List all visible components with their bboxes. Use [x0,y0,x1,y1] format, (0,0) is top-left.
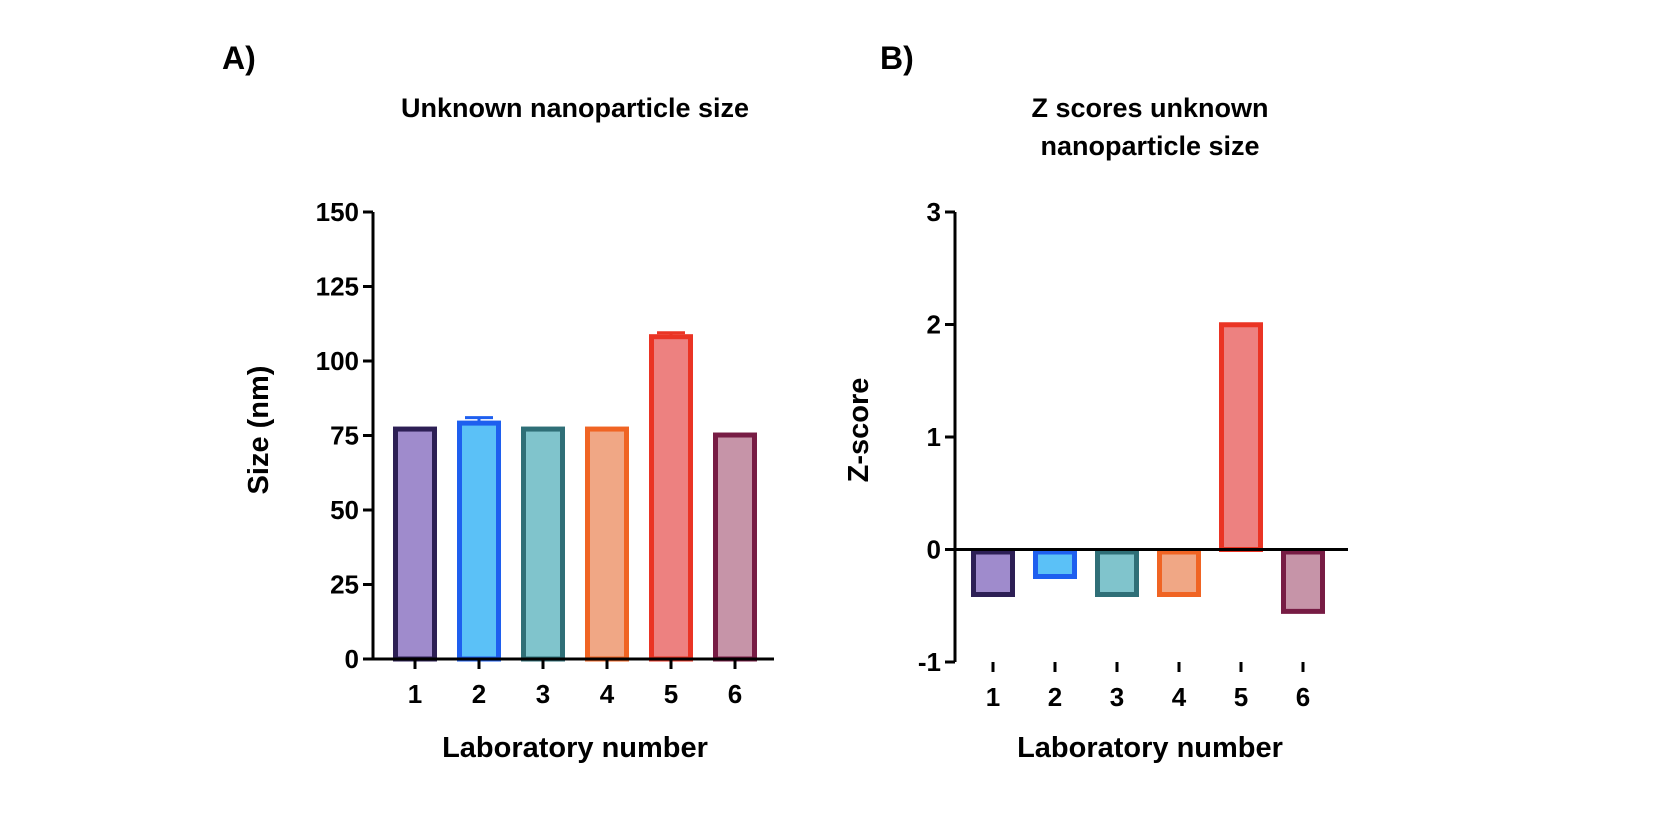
b-bar-lab-5 [1219,322,1263,552]
panel-b-bars [971,322,1325,614]
b-y-tick-label: 3 [927,197,941,227]
b-y-tick-label: 2 [927,310,941,340]
a-y-tick-label: 125 [316,272,359,302]
a-bar-lab-4 [585,426,629,662]
b-x-tick-label: 2 [1048,682,1062,712]
panel-b-y-ticks: -1 0 1 2 3 [918,197,955,677]
b-y-tick-label: -1 [918,647,941,677]
panel-a-x-ticks: 1 2 3 4 5 6 [408,659,742,709]
panel-b-x-axis-label: Laboratory number [1017,732,1283,764]
b-x-tick-label: 1 [986,682,1000,712]
a-bar-lab-2 [457,420,501,662]
panel-a-bars [393,331,757,662]
a-bar-lab-3 [521,426,565,662]
a-bar-lab-6 [713,432,757,662]
panel-a-y-axis-label: Size (nm) [243,366,275,495]
panel-b-y-axis-label: Z-score [843,378,875,483]
panel-a-x-axis-label: Laboratory number [442,732,708,764]
b-x-tick-label: 3 [1110,682,1124,712]
a-y-tick-label: 0 [345,644,359,674]
a-x-tick-label: 1 [408,679,422,709]
panel-a: A) Unknown nanoparticle size 02550751001… [222,40,774,764]
a-x-tick-label: 3 [536,679,550,709]
panel-a-title: Unknown nanoparticle size [401,93,749,123]
a-y-tick-label: 150 [316,197,359,227]
b-bar-lab-3 [1095,549,1139,597]
b-y-tick-label: 0 [927,535,941,565]
panel-b-x-ticks: 1 2 3 4 5 6 [986,662,1310,712]
panel-b-title-line-2: nanoparticle size [1040,131,1259,161]
panel-a-letter: A) [222,40,256,76]
b-bar-lab-2 [1033,549,1077,579]
a-x-tick-label: 6 [728,679,742,709]
a-bar-lab-1 [393,426,437,662]
b-y-tick-label: 1 [927,422,941,452]
panel-b-letter: B) [880,40,914,76]
a-x-tick-label: 5 [664,679,678,709]
b-x-tick-label: 5 [1234,682,1248,712]
panel-a-y-ticks: 0 25 50 75 100 125 150 [316,197,373,674]
b-x-tick-label: 4 [1172,682,1187,712]
panel-b: B) Z scores unknown nanoparticle size -1… [843,40,1348,764]
b-x-tick-label: 6 [1296,682,1310,712]
a-y-tick-label: 100 [316,346,359,376]
a-y-tick-label: 75 [330,421,359,451]
panel-b-title-line-1: Z scores unknown [1031,93,1268,123]
b-bar-lab-1 [971,549,1015,597]
a-bar-lab-5 [649,334,693,662]
b-bar-lab-4 [1157,549,1201,597]
b-bar-lab-6 [1281,549,1325,614]
a-x-tick-label: 2 [472,679,486,709]
a-x-tick-label: 4 [600,679,615,709]
a-y-tick-label: 50 [330,495,359,525]
a-y-tick-label: 25 [330,570,359,600]
